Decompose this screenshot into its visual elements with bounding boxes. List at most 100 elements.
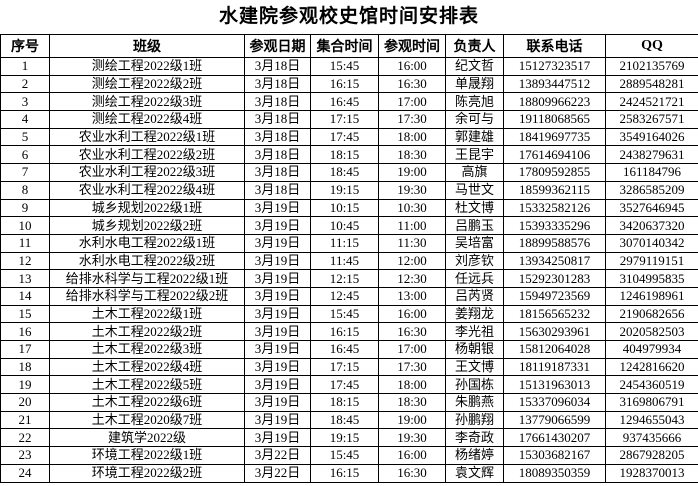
cell-qq[interactable]: 2102135769 (605, 57, 698, 76)
cell-index[interactable]: 12 (0, 251, 50, 271)
cell-visit-date[interactable]: 3月19日 (244, 357, 311, 377)
cell-leader[interactable]: 任远兵 (445, 269, 504, 288)
cell-index[interactable]: 21 (0, 410, 50, 430)
header-leader[interactable]: 负责人 (445, 34, 504, 58)
cell-leader[interactable]: 吕芮贤 (445, 286, 504, 306)
cell-qq[interactable]: 2438279631 (605, 145, 698, 165)
cell-leader[interactable]: 吕鹏玉 (445, 216, 504, 235)
cell-visit-date[interactable]: 3月18日 (244, 110, 311, 129)
cell-qq[interactable]: 3104995835 (605, 269, 698, 288)
cell-gather-time[interactable]: 16:15 (310, 322, 379, 341)
cell-gather-time[interactable]: 19:15 (310, 180, 379, 200)
cell-qq[interactable]: 3070140342 (605, 233, 698, 253)
cell-gather-time[interactable]: 17:15 (310, 357, 379, 377)
cell-visit-date[interactable]: 3月19日 (244, 198, 311, 218)
cell-visit-date[interactable]: 3月18日 (244, 163, 311, 182)
cell-leader[interactable]: 姜翔龙 (445, 304, 504, 324)
cell-index[interactable]: 14 (0, 286, 50, 306)
cell-visit-time[interactable]: 18:00 (378, 375, 446, 395)
cell-visit-date[interactable]: 3月18日 (244, 57, 311, 76)
cell-visit-time[interactable]: 12:30 (378, 269, 446, 288)
cell-class[interactable]: 测绘工程2022级2班 (49, 74, 245, 94)
cell-visit-date[interactable]: 3月18日 (244, 74, 311, 94)
cell-qq[interactable]: 2190682656 (605, 304, 698, 324)
cell-visit-date[interactable]: 3月19日 (244, 216, 311, 235)
cell-gather-time[interactable]: 12:15 (310, 269, 379, 288)
cell-qq[interactable]: 2424521721 (605, 92, 698, 112)
cell-leader[interactable]: 孙国栋 (445, 375, 504, 395)
cell-phone[interactable]: 17809592855 (503, 163, 606, 182)
cell-class[interactable]: 城乡规划2022级1班 (49, 198, 245, 218)
cell-class[interactable]: 水利水电工程2022级2班 (49, 251, 245, 271)
cell-leader[interactable]: 王文博 (445, 357, 504, 377)
cell-visit-time[interactable]: 16:00 (378, 57, 446, 76)
cell-phone[interactable]: 18809966223 (503, 92, 606, 112)
cell-qq[interactable]: 3527646945 (605, 198, 698, 218)
cell-visit-time[interactable]: 17:30 (378, 110, 446, 129)
cell-qq[interactable]: 161184796 (605, 163, 698, 182)
cell-class[interactable]: 测绘工程2022级3班 (49, 92, 245, 112)
cell-qq[interactable]: 404979934 (605, 340, 698, 359)
cell-phone[interactable]: 15127323517 (503, 57, 606, 76)
cell-visit-date[interactable]: 3月19日 (244, 375, 311, 395)
cell-index[interactable]: 2 (0, 74, 50, 94)
cell-class[interactable]: 建筑学2022级 (49, 428, 245, 448)
cell-visit-time[interactable]: 17:00 (378, 92, 446, 112)
cell-phone[interactable]: 17614694106 (503, 145, 606, 165)
cell-visit-time[interactable]: 18:00 (378, 127, 446, 147)
cell-phone[interactable]: 15292301283 (503, 269, 606, 288)
cell-leader[interactable]: 李光祖 (445, 322, 504, 341)
cell-phone[interactable]: 15131963013 (503, 375, 606, 395)
cell-class[interactable]: 水利水电工程2022级1班 (49, 233, 245, 253)
cell-qq[interactable]: 3169806791 (605, 393, 698, 412)
cell-index[interactable]: 10 (0, 216, 50, 235)
cell-class[interactable]: 土木工程2022级4班 (49, 357, 245, 377)
cell-leader[interactable]: 朱鹏燕 (445, 393, 504, 412)
cell-phone[interactable]: 15303682167 (503, 446, 606, 465)
cell-visit-date[interactable]: 3月19日 (244, 322, 311, 341)
cell-index[interactable]: 1 (0, 57, 50, 76)
cell-class[interactable]: 土木工程2022级5班 (49, 375, 245, 395)
cell-phone[interactable]: 13934250817 (503, 251, 606, 271)
cell-index[interactable]: 8 (0, 180, 50, 200)
cell-phone[interactable]: 19118068565 (503, 110, 606, 129)
cell-gather-time[interactable]: 18:15 (310, 393, 379, 412)
header-gather-time[interactable]: 集合时间 (310, 34, 379, 58)
cell-visit-time[interactable]: 19:30 (378, 180, 446, 200)
cell-index[interactable]: 4 (0, 110, 50, 129)
cell-visit-time[interactable]: 12:00 (378, 251, 446, 271)
cell-leader[interactable]: 单晟翔 (445, 74, 504, 94)
cell-leader[interactable]: 吴培富 (445, 233, 504, 253)
cell-index[interactable]: 6 (0, 145, 50, 165)
cell-qq[interactable]: 2583267571 (605, 110, 698, 129)
cell-gather-time[interactable]: 11:15 (310, 233, 379, 253)
cell-gather-time[interactable]: 10:15 (310, 198, 379, 218)
cell-leader[interactable]: 王昆宇 (445, 145, 504, 165)
cell-phone[interactable]: 15332582126 (503, 198, 606, 218)
cell-index[interactable]: 17 (0, 340, 50, 359)
cell-gather-time[interactable]: 12:45 (310, 286, 379, 306)
cell-gather-time[interactable]: 15:45 (310, 304, 379, 324)
cell-visit-time[interactable]: 16:00 (378, 446, 446, 465)
cell-index[interactable]: 11 (0, 233, 50, 253)
cell-visit-time[interactable]: 17:00 (378, 340, 446, 359)
cell-class[interactable]: 土木工程2022级6班 (49, 393, 245, 412)
cell-index[interactable]: 13 (0, 269, 50, 288)
cell-visit-time[interactable]: 13:00 (378, 286, 446, 306)
cell-phone[interactable]: 18419697735 (503, 127, 606, 147)
cell-visit-date[interactable]: 3月19日 (244, 286, 311, 306)
header-phone[interactable]: 联系电话 (503, 34, 606, 58)
cell-leader[interactable]: 马世文 (445, 180, 504, 200)
cell-leader[interactable]: 郭建雄 (445, 127, 504, 147)
cell-phone[interactable]: 13779066599 (503, 410, 606, 430)
cell-leader[interactable]: 刘彦钦 (445, 251, 504, 271)
cell-visit-date[interactable]: 3月22日 (244, 463, 311, 483)
cell-class[interactable]: 土木工程2020级7班 (49, 410, 245, 430)
cell-visit-time[interactable]: 19:00 (378, 163, 446, 182)
cell-visit-time[interactable]: 19:00 (378, 410, 446, 430)
cell-class[interactable]: 土木工程2022级3班 (49, 340, 245, 359)
cell-visit-time[interactable]: 11:00 (378, 216, 446, 235)
cell-index[interactable]: 19 (0, 375, 50, 395)
cell-visit-time[interactable]: 16:30 (378, 322, 446, 341)
cell-visit-time[interactable]: 17:30 (378, 357, 446, 377)
